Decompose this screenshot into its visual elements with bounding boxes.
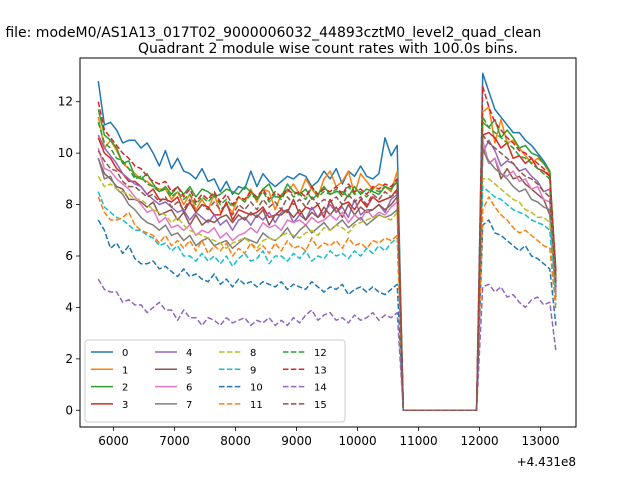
axes-frame <box>79 57 577 428</box>
x-tick-label: 7000 <box>159 434 190 448</box>
chart-title: Quadrant 2 module wise count rates with … <box>138 41 518 57</box>
y-tick-label: 12 <box>58 95 73 109</box>
series-line-10 <box>97 219 557 412</box>
y-tick-label: 0 <box>65 403 73 417</box>
legend-label-2: 2 <box>122 383 128 394</box>
legend-label-11: 11 <box>250 400 263 411</box>
y-tick-label: 8 <box>65 198 73 212</box>
legend-label-3: 3 <box>122 400 128 411</box>
legend-label-1: 1 <box>122 365 128 376</box>
legend-label-14: 14 <box>314 383 327 394</box>
x-tick-label: 6000 <box>98 434 129 448</box>
legend-label-12: 12 <box>314 348 327 359</box>
x-tick-label: 9000 <box>281 434 312 448</box>
legend-label-8: 8 <box>250 348 256 359</box>
series-line-14 <box>97 278 557 412</box>
legend-label-15: 15 <box>314 400 327 411</box>
x-tick-label: 11000 <box>400 434 438 448</box>
y-tick-label: 2 <box>65 352 73 366</box>
x-tick-label: 13000 <box>522 434 560 448</box>
legend-box <box>84 339 346 423</box>
x-tick-label: 12000 <box>461 434 499 448</box>
x-axis: 6000 7000 8000 9000 10000 11000 12000 13000 <box>98 427 560 448</box>
y-axis: 0 2 4 6 8 10 12 <box>58 95 80 417</box>
legend-label-6: 6 <box>186 383 192 394</box>
y-tick-label: 10 <box>58 146 73 160</box>
figure-suptitle: n file: modeM0/AS1A13_017T02_9000006032_… <box>0 25 541 41</box>
legend-label-5: 5 <box>186 365 192 376</box>
legend-label-0: 0 <box>122 348 128 359</box>
x-tick-label: 10000 <box>338 434 376 448</box>
legend-label-13: 13 <box>314 365 327 376</box>
y-tick-label: 4 <box>65 300 73 314</box>
y-tick-label: 6 <box>65 249 73 263</box>
series-line-8 <box>97 175 557 412</box>
series-line-13 <box>97 85 557 412</box>
series-line-15 <box>97 134 557 412</box>
legend-label-7: 7 <box>186 400 192 411</box>
legend-label-4: 4 <box>186 348 192 359</box>
plot-lines <box>97 72 557 412</box>
series-line-11 <box>97 196 557 412</box>
legend-label-9: 9 <box>250 365 256 376</box>
x-tick-label: 8000 <box>220 434 251 448</box>
legend-label-10: 10 <box>250 383 263 394</box>
x-axis-offset-label: +4.431e8 <box>517 455 576 469</box>
